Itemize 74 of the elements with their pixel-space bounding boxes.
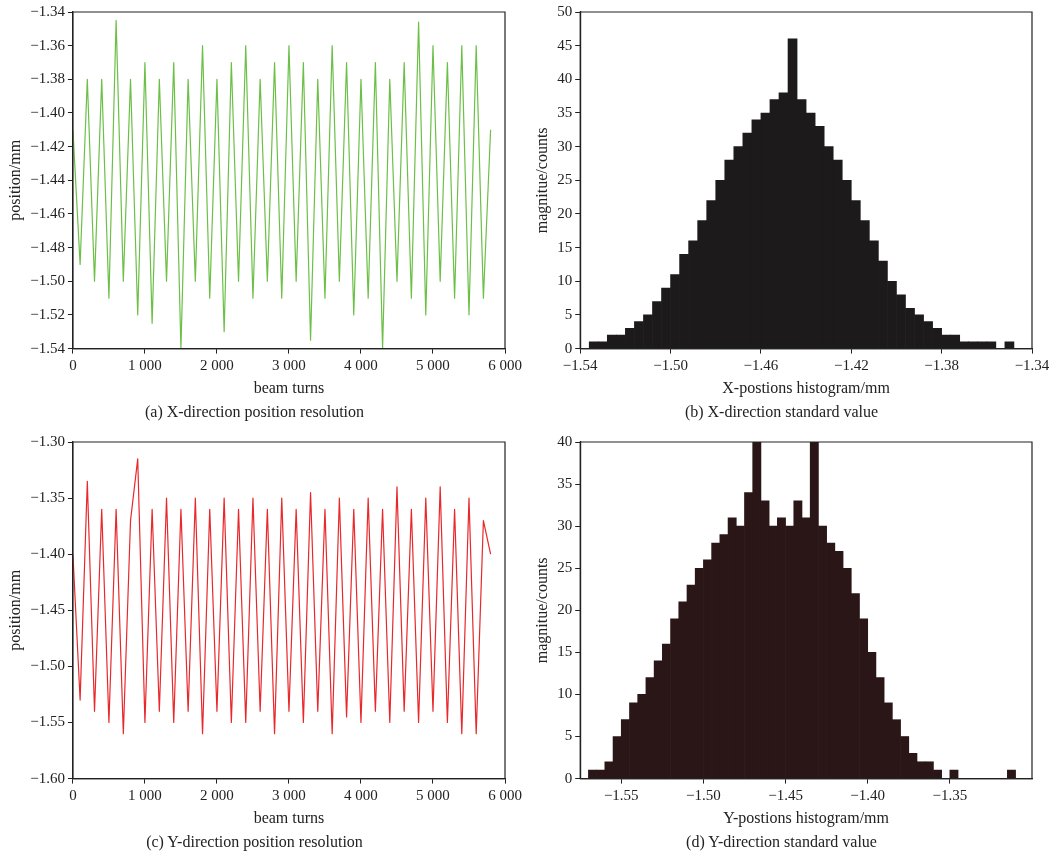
- y-tick-label: −1.42: [30, 137, 65, 154]
- y-tick-label: 45: [557, 36, 573, 53]
- x-tick-label: −1.42: [833, 356, 869, 373]
- y-tick-label: 30: [557, 517, 573, 534]
- y-tick-label: 15: [557, 643, 573, 660]
- text: (a) X-direction position resolution: [144, 402, 365, 421]
- y-tick-label: 25: [557, 559, 573, 576]
- x-tick-label: 0: [69, 356, 77, 373]
- x-tick-label: 3 000: [272, 786, 306, 803]
- y-tick-label: 5: [564, 727, 573, 744]
- x-tick-label: −1.55: [603, 786, 639, 803]
- y-tick-label: −1.40: [30, 103, 65, 120]
- x-axis-title: X-postions histogram/mm: [722, 379, 891, 398]
- x-tick-label: 4 000: [344, 356, 378, 373]
- x-tick-label: 2 000: [200, 786, 234, 803]
- x-axis-title: Y-postions histogram/mm: [723, 809, 890, 828]
- x-tick-label: 2 000: [200, 356, 234, 373]
- x-tick-label: −1.50: [686, 786, 721, 803]
- y-tick-label: 0: [564, 769, 573, 786]
- y-axis-title: magnitue/counts: [532, 127, 551, 234]
- y-tick-label: 20: [557, 204, 573, 221]
- y-tick-label: 0: [564, 339, 573, 356]
- y-tick-label: 30: [557, 137, 573, 154]
- x-tick-label: −1.46: [743, 356, 779, 373]
- y-tick-label: 40: [557, 432, 573, 449]
- y-tick-label: −1.55: [30, 713, 65, 730]
- y-tick-label: −1.34: [30, 2, 66, 19]
- x-tick-label: 4 000: [344, 786, 378, 803]
- y-tick-label: −1.38: [30, 70, 65, 87]
- y-tick-label: 5: [564, 305, 573, 322]
- x-tick-label: −1.40: [850, 786, 886, 803]
- text: (c) Y-direction position resolution: [146, 832, 363, 851]
- y-tick-label: −1.50: [30, 657, 65, 674]
- x-tick-label: 1 000: [128, 786, 162, 803]
- x-axis-title: beam turns: [253, 379, 325, 397]
- x-tick-label: −1.35: [932, 786, 968, 803]
- y-tick-label: 25: [557, 171, 573, 188]
- y-tick-label: 10: [557, 685, 573, 702]
- y-tick-label: −1.54: [30, 339, 66, 356]
- y-tick-label: 20: [557, 601, 573, 618]
- x-tick-label: 5 000: [416, 786, 450, 803]
- y-tick-label: −1.30: [30, 432, 65, 449]
- y-tick-label: −1.36: [30, 36, 66, 53]
- y-tick-label: 10: [557, 272, 573, 289]
- y-axis-title: position/mm: [5, 139, 24, 221]
- y-tick-label: −1.44: [30, 171, 66, 188]
- y-tick-label: −1.45: [30, 601, 65, 618]
- text: (b) X-direction standard value: [684, 402, 879, 421]
- y-tick-label: −1.50: [30, 272, 65, 289]
- x-axis-title: beam turns: [253, 809, 325, 827]
- x-tick-label: 1 000: [128, 356, 162, 373]
- x-tick-label: 6 000: [488, 786, 522, 803]
- x-tick-label: −1.45: [768, 786, 803, 803]
- x-tick-label: 5 000: [416, 356, 450, 373]
- x-tick-label: 6 000: [488, 356, 522, 373]
- x-tick-label: 0: [69, 786, 77, 803]
- y-tick-label: −1.46: [30, 204, 66, 221]
- x-tick-label: −1.38: [924, 356, 959, 373]
- y-tick-label: 40: [557, 70, 573, 87]
- x-tick-label: −1.50: [653, 356, 688, 373]
- y-tick-label: 15: [557, 238, 573, 255]
- y-tick-label: −1.35: [30, 489, 65, 506]
- x-tick-label: 3 000: [272, 356, 306, 373]
- y-tick-label: 50: [557, 2, 573, 19]
- y-tick-label: −1.52: [30, 305, 65, 322]
- y-tick-label: 35: [557, 103, 573, 120]
- y-axis-title: position/mm: [5, 569, 24, 651]
- y-tick-label: 35: [557, 475, 573, 492]
- y-axis-title: magnitue/counts: [532, 557, 551, 664]
- y-tick-label: −1.48: [30, 238, 65, 255]
- y-tick-label: −1.60: [30, 769, 65, 786]
- x-tick-label: −1.34: [1014, 356, 1050, 373]
- text: (d) Y-direction standard value: [686, 832, 877, 851]
- y-tick-label: −1.40: [30, 545, 65, 562]
